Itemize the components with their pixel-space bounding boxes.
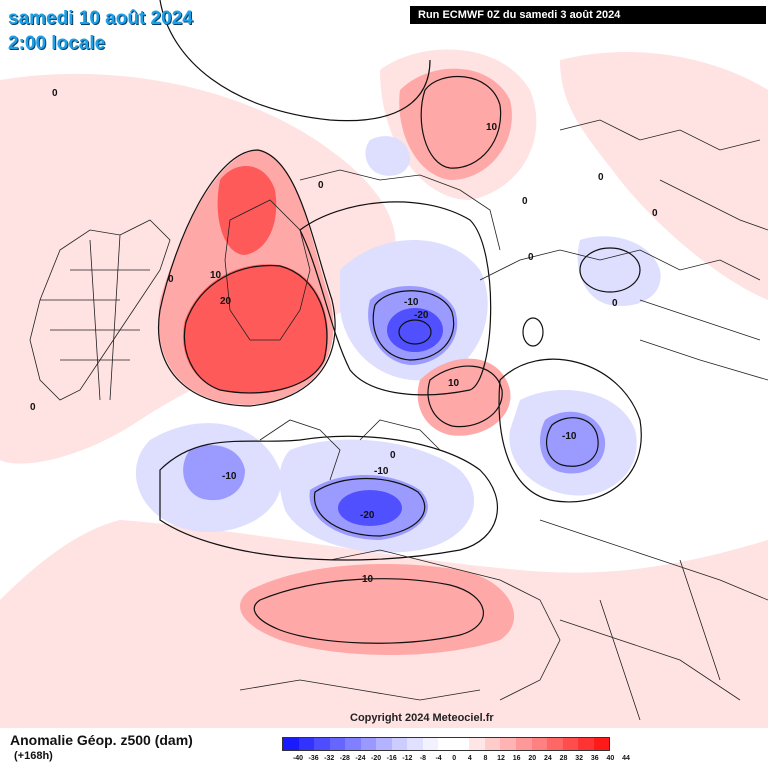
contour-labels: 0 0 0 0 0 0 0 0 0 0 10 10 10 10 20 -10 -… (30, 88, 658, 585)
colorbar-swatch (593, 738, 610, 750)
label-0-d: 0 (30, 402, 36, 413)
colorbar-swatch (562, 738, 579, 750)
colorbar-swatch (407, 738, 423, 750)
label-m10-d: -10 (562, 431, 577, 442)
colorbar-swatch (531, 738, 548, 750)
colorbar-tick-label: -28 (339, 755, 350, 762)
colorbar (282, 737, 610, 751)
colorbar-swatch (283, 738, 299, 750)
colorbar-tick-label: -8 (419, 755, 427, 762)
colorbar-swatch (578, 738, 594, 750)
colorbar-tick-label: -24 (355, 755, 366, 762)
colorbar-tick-label: 28 (559, 755, 568, 762)
colorbar-swatch (500, 738, 516, 750)
lead-time-label: (+168h) (14, 750, 53, 762)
label-10-b: 10 (486, 122, 498, 133)
colorbar-tick-label: -4 (435, 755, 442, 762)
label-10-c: 10 (448, 378, 460, 389)
label-m10-a: -10 (404, 297, 419, 308)
colorbar-tick-label: 20 (528, 755, 537, 762)
colorbar-tick-label: 32 (575, 755, 584, 762)
colorbar-swatch (391, 738, 408, 750)
colorbar-ticks: -40 -36 -32 -28 -24 -20 -16 -12 -8 -4 0 4 8 12 16 20 24 2… (282, 755, 630, 765)
colorbar-swatch (453, 738, 470, 750)
colorbar-tick-label: -36 (308, 755, 319, 762)
run-info-bar: Run ECMWF 0Z du samedi 3 août 2024 (410, 6, 766, 24)
label-m10-b: -10 (222, 471, 237, 482)
colorbar-tick-label: -32 (324, 755, 335, 762)
colorbar-swatch (329, 738, 346, 750)
colorbar-swatch (547, 738, 563, 750)
label-m20-a: -20 (414, 310, 429, 321)
colorbar-tick-label: -12 (402, 755, 413, 762)
colorbar-tick-label: -40 (292, 755, 304, 762)
label-0-c: 0 (318, 180, 324, 191)
anomaly-map: 0 0 0 0 0 0 0 0 0 0 10 10 10 10 20 -10 -… (0, 0, 768, 728)
time-title: 2:00 locale (8, 33, 106, 54)
label-0-h: 0 (652, 208, 658, 219)
label-m10-c: -10 (374, 466, 389, 477)
colorbar-tick-label: 36 (590, 755, 599, 762)
colorbar-swatch (422, 738, 439, 750)
colorbar-tick-label: 8 (483, 755, 488, 762)
colorbar-swatch (438, 738, 454, 750)
colorbar-tick-label: 40 (606, 755, 615, 762)
colorbar-swatch (298, 738, 315, 750)
copyright-text: Copyright 2024 Meteociel.fr (350, 712, 494, 724)
label-0-a: 0 (52, 88, 58, 99)
strong-positive-core (183, 166, 328, 394)
colorbar-tick-label: 12 (497, 755, 505, 762)
label-0-f: 0 (522, 196, 528, 207)
colorbar-swatch (376, 738, 392, 750)
colorbar-swatch (314, 738, 330, 750)
strong-negative-cores (338, 308, 443, 526)
colorbar-tick-label: 44 (622, 755, 630, 762)
label-0-g: 0 (598, 172, 604, 183)
label-m20-b: -20 (360, 510, 375, 521)
label-20: 20 (220, 296, 232, 307)
colorbar-tick-label: 24 (543, 755, 552, 762)
label-10-a: 10 (210, 270, 222, 281)
date-title: samedi 10 août 2024 (8, 8, 193, 29)
colorbar-swatch (515, 738, 532, 750)
label-0-b: 0 (168, 274, 174, 285)
contour-lines (158, 0, 642, 644)
legend-title: Anomalie Géop. z500 (dam) (10, 732, 193, 748)
colorbar-tick-label: 4 (467, 755, 472, 762)
colorbar-tick-label: 0 (452, 755, 457, 762)
label-0-i: 0 (528, 252, 534, 263)
label-0-j: 0 (612, 298, 618, 309)
colorbar-tick-label: 16 (512, 755, 521, 762)
colorbar-tick-label: -16 (386, 755, 397, 762)
label-10-d: 10 (362, 574, 374, 585)
colorbar-tick-label: -20 (371, 755, 382, 762)
colorbar-swatch (345, 738, 361, 750)
colorbar-swatch (484, 738, 501, 750)
label-0-e: 0 (390, 450, 396, 461)
colorbar-swatch (360, 738, 377, 750)
coastlines (29, 119, 768, 721)
colorbar-swatch (469, 738, 485, 750)
